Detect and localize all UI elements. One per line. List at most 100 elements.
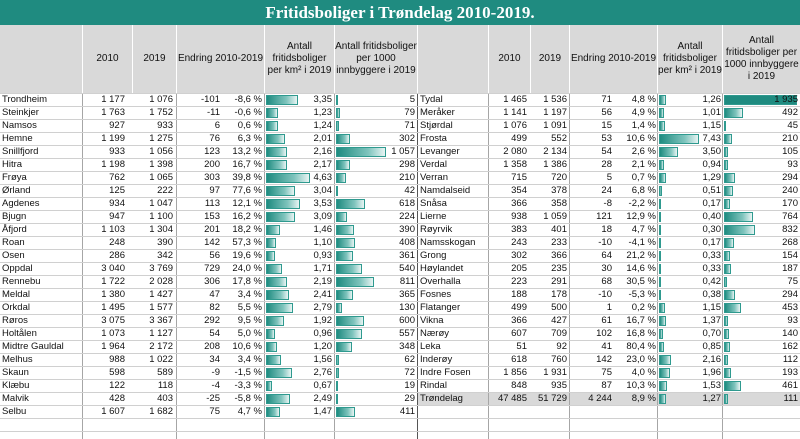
value-2019: 1 577	[149, 302, 173, 313]
value-2010: 848	[511, 380, 527, 391]
table-row: Klæbu 122 118 -4 -3,3 % 0,67 19	[0, 379, 417, 392]
per-1000-value: 79	[404, 107, 415, 118]
per-1000-value: 411	[399, 406, 415, 417]
value-2019: 1 427	[149, 289, 173, 300]
value-2010: 383	[511, 224, 527, 235]
per-km2-bar	[659, 290, 662, 300]
table-row: Røros 3 075 3 367 292 9,5 % 1,92 600	[0, 314, 417, 327]
per-km2-value: 1,96	[702, 367, 722, 378]
change-percent: 10,6 %	[232, 341, 262, 352]
change-value: 87	[601, 380, 612, 391]
header-2010-right: 2010	[489, 25, 530, 93]
per-1000-bar	[336, 316, 365, 326]
per-1000-value: 302	[399, 133, 415, 144]
value-2019: 235	[551, 263, 567, 274]
value-2019: 1 091	[543, 120, 567, 131]
table-row: Levanger 2 080 2 134 54 2,6 % 3,50 105	[418, 145, 800, 158]
per-1000-value: 361	[399, 250, 415, 261]
per-km2-value: 2,19	[313, 276, 333, 287]
change-value: 56	[601, 107, 612, 118]
table-row: Snillfjord 933 1 056 123 13,2 % 2,16 1 057	[0, 145, 417, 158]
municipality-name: Meldal	[2, 289, 30, 300]
per-km2-bar	[659, 121, 666, 131]
header-per-1000-left: Antall fritidsboliger per 1000 innbygger…	[335, 25, 417, 93]
per-km2-value: 0,40	[702, 211, 722, 222]
value-2019: 390	[157, 237, 173, 248]
per-1000-bar	[724, 134, 732, 144]
change-percent: 57,3 %	[232, 237, 262, 248]
value-2010: 1 103	[101, 224, 125, 235]
table-row: Åfjord 1 103 1 304 201 18,2 % 1,46 390	[0, 223, 417, 236]
per-1000-bar	[724, 147, 728, 157]
change-value: -101	[200, 94, 220, 105]
value-2019: 342	[157, 250, 173, 261]
per-1000-bar	[336, 173, 346, 183]
change-value: 75	[601, 367, 612, 378]
table-row: Holtålen 1 073 1 127 54 5,0 % 0,96 557	[0, 327, 417, 340]
per-km2-bar	[266, 160, 287, 170]
change-percent: -1,5 %	[234, 367, 262, 378]
value-2019: 2 134	[543, 146, 567, 157]
per-km2-value: 0,94	[702, 159, 722, 170]
municipality-name: Namsos	[2, 120, 37, 131]
value-2019: 500	[551, 302, 567, 313]
per-1000-value: 492	[782, 107, 798, 118]
change-percent: 10,6 %	[626, 133, 656, 144]
per-1000-value: 111	[783, 393, 798, 404]
table-row: Trøndelag 47 485 51 729 4 244 8,9 % 1,27 111	[418, 392, 800, 405]
municipality-name: Rennebu	[2, 276, 41, 287]
change-percent: -2,2 %	[628, 198, 656, 209]
municipality-name: Verdal	[420, 159, 447, 170]
value-2010: 715	[511, 172, 527, 183]
change-percent: 0,6 %	[237, 120, 262, 131]
change-percent: 18,2 %	[232, 224, 262, 235]
change-percent: 4,7 %	[237, 406, 262, 417]
value-2010: 3 040	[101, 263, 125, 274]
change-value: 121	[596, 211, 612, 222]
per-km2-bar	[659, 381, 668, 391]
per-km2-value: 0,51	[702, 185, 722, 196]
municipality-name: Roan	[2, 237, 25, 248]
value-2010: 1 465	[503, 94, 527, 105]
per-1000-value: 618	[399, 198, 415, 209]
per-km2-bar	[659, 134, 699, 144]
table-row: Vikna 366 427 61 16,7 % 1,37 93	[418, 314, 800, 327]
per-km2-bar	[266, 251, 275, 261]
per-1000-bar	[724, 225, 756, 235]
per-km2-bar	[266, 342, 278, 352]
change-percent: -8,6 %	[234, 94, 262, 105]
per-km2-bar	[266, 186, 295, 196]
value-2019: 178	[551, 289, 567, 300]
per-km2-bar	[659, 394, 666, 404]
value-2010: 947	[109, 211, 125, 222]
per-km2-value: 0,33	[702, 263, 722, 274]
per-1000-bar	[336, 212, 347, 222]
change-percent: 16,7 %	[626, 315, 656, 326]
municipality-name: Inderøy	[420, 354, 453, 365]
change-percent: 4,8 %	[631, 94, 656, 105]
value-2019: 935	[551, 380, 567, 391]
per-km2-bar	[266, 199, 300, 209]
per-km2-bar	[266, 381, 273, 391]
value-2019: 118	[157, 380, 173, 391]
per-1000-bar	[336, 147, 386, 157]
value-2010: 366	[511, 198, 527, 209]
per-km2-bar	[266, 134, 286, 144]
per-km2-bar	[266, 368, 293, 378]
value-2019: 378	[551, 185, 567, 196]
change-percent: 12,9 %	[626, 211, 656, 222]
table-row: Frosta 499 552 53 10,6 % 7,43 210	[418, 132, 800, 145]
municipality-name: Holtålen	[2, 328, 37, 339]
change-percent: 0,7 %	[631, 172, 656, 183]
per-km2-value: 1,46	[313, 224, 333, 235]
municipality-name: Klæbu	[2, 380, 30, 391]
change-value: 303	[204, 172, 220, 183]
per-1000-value: 764	[782, 211, 798, 222]
change-value: 113	[204, 198, 220, 209]
per-km2-value: 0,70	[702, 328, 722, 339]
per-1000-bar	[724, 394, 729, 404]
municipality-name: Frøya	[2, 172, 27, 183]
table-row: Høylandet 205 235 30 14,6 % 0,33 187	[418, 262, 800, 275]
per-1000-value: 348	[399, 341, 415, 352]
per-1000-bar	[336, 160, 351, 170]
